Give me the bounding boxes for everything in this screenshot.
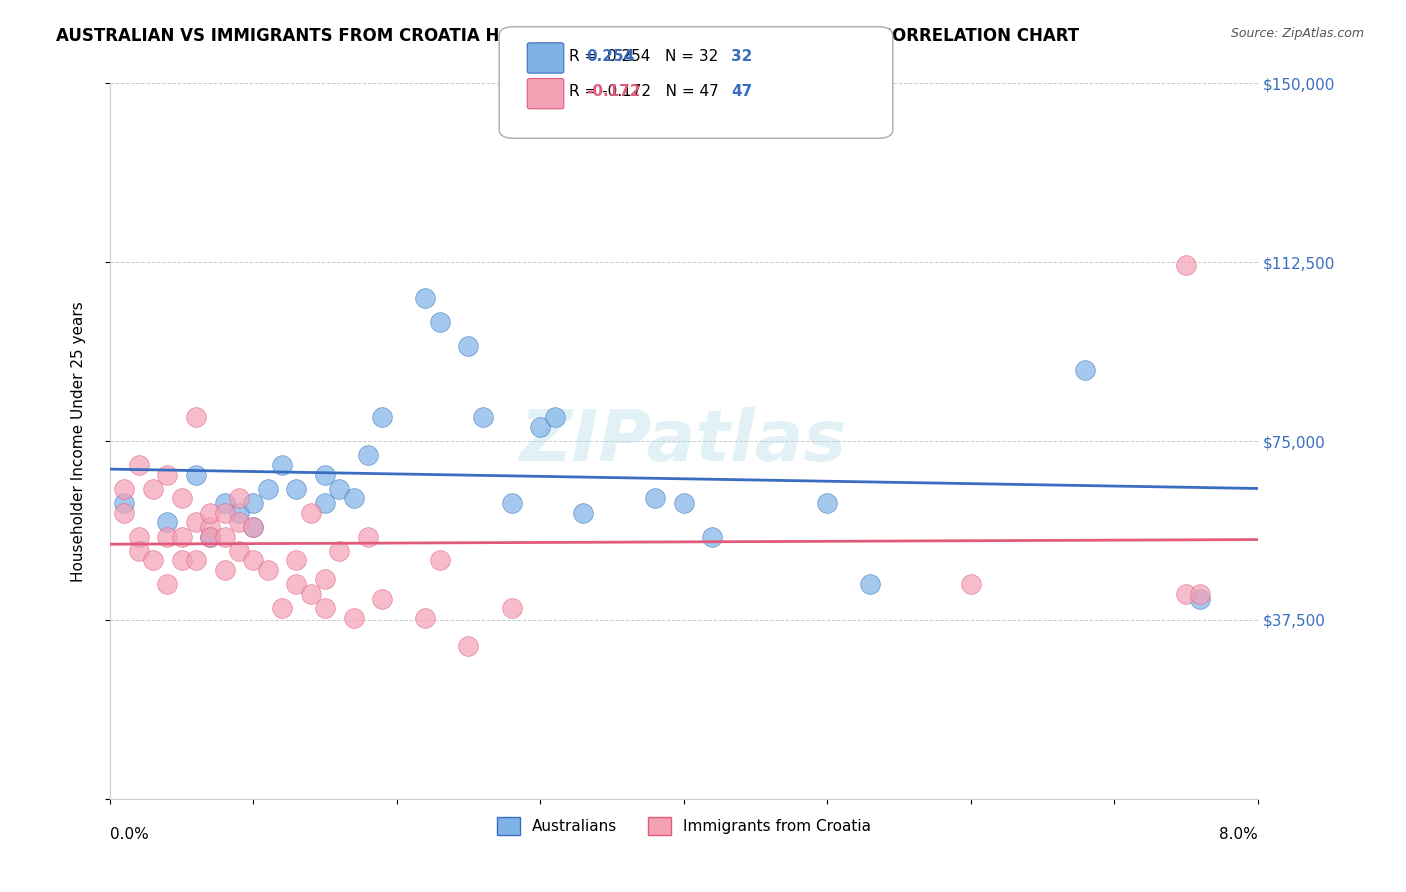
Point (471, 410, 494, 425)
Point (371, 410, 394, 425)
Point (112, 506, 135, 520)
Point (1189, 591, 1212, 606)
Point (184, 410, 207, 425)
Point (170, 491, 193, 506)
Point (328, 544, 350, 558)
Point (184, 515, 207, 529)
Text: R = -0.172   N = 47: R = -0.172 N = 47 (569, 85, 720, 99)
Point (228, 515, 250, 529)
Point (112, 496, 135, 510)
Text: 0.0%: 0.0% (110, 828, 149, 842)
Point (170, 529, 193, 543)
Text: -0.172: -0.172 (586, 85, 641, 99)
Point (271, 601, 294, 615)
Point (271, 458, 294, 472)
Point (128, 544, 150, 558)
Point (156, 577, 179, 591)
Point (200, 529, 222, 543)
Text: 32: 32 (731, 49, 752, 63)
Point (815, 496, 838, 510)
Point (142, 482, 165, 496)
Point (644, 491, 666, 506)
Point (457, 339, 479, 353)
Point (672, 496, 695, 510)
Point (214, 529, 236, 543)
Point (702, 529, 724, 543)
Point (415, 291, 437, 305)
Text: 47: 47 (731, 85, 752, 99)
Point (314, 496, 336, 510)
Point (112, 482, 135, 496)
Point (343, 491, 366, 506)
Point (501, 496, 523, 510)
Point (343, 610, 366, 624)
Text: Source: ZipAtlas.com: Source: ZipAtlas.com (1230, 27, 1364, 40)
Text: 8.0%: 8.0% (1219, 828, 1257, 842)
Point (299, 587, 322, 601)
Point (572, 506, 595, 520)
Point (543, 410, 565, 425)
Point (228, 506, 250, 520)
Point (1174, 258, 1197, 272)
Point (228, 544, 250, 558)
Point (429, 553, 451, 567)
Text: R =  0.254   N = 32: R = 0.254 N = 32 (569, 49, 718, 63)
Point (128, 458, 150, 472)
Text: ZIPatlas: ZIPatlas (520, 407, 848, 475)
Point (371, 591, 394, 606)
Point (1189, 587, 1212, 601)
Point (415, 610, 437, 624)
Text: AUSTRALIAN VS IMMIGRANTS FROM CROATIA HOUSEHOLDER INCOME UNDER 25 YEARS CORRELAT: AUSTRALIAN VS IMMIGRANTS FROM CROATIA HO… (56, 27, 1080, 45)
Point (859, 577, 882, 591)
Point (357, 449, 380, 463)
Point (314, 573, 336, 587)
Point (959, 577, 981, 591)
Point (357, 529, 380, 543)
Point (214, 563, 236, 577)
Point (184, 467, 207, 482)
Point (156, 529, 179, 543)
Point (314, 601, 336, 615)
Y-axis label: Householder Income Under 25 years: Householder Income Under 25 years (72, 301, 86, 582)
Text: 0.254: 0.254 (586, 49, 634, 63)
Point (242, 553, 264, 567)
Point (529, 420, 551, 434)
Point (457, 639, 479, 653)
Point (328, 482, 350, 496)
Point (170, 553, 193, 567)
Point (228, 491, 250, 506)
Legend: Australians, Immigrants from Croatia: Australians, Immigrants from Croatia (491, 811, 877, 841)
Point (299, 506, 322, 520)
Point (429, 315, 451, 329)
Point (200, 520, 222, 534)
Point (156, 515, 179, 529)
Point (214, 496, 236, 510)
Point (1174, 587, 1197, 601)
Point (285, 577, 308, 591)
Point (142, 553, 165, 567)
Point (501, 601, 523, 615)
Point (200, 529, 222, 543)
Point (285, 553, 308, 567)
Point (314, 467, 336, 482)
Point (200, 506, 222, 520)
Point (256, 482, 278, 496)
Point (242, 520, 264, 534)
Point (285, 482, 308, 496)
Point (242, 520, 264, 534)
Point (256, 563, 278, 577)
Point (214, 506, 236, 520)
Point (156, 467, 179, 482)
Point (128, 529, 150, 543)
Point (1074, 362, 1097, 376)
Point (242, 496, 264, 510)
Point (184, 553, 207, 567)
